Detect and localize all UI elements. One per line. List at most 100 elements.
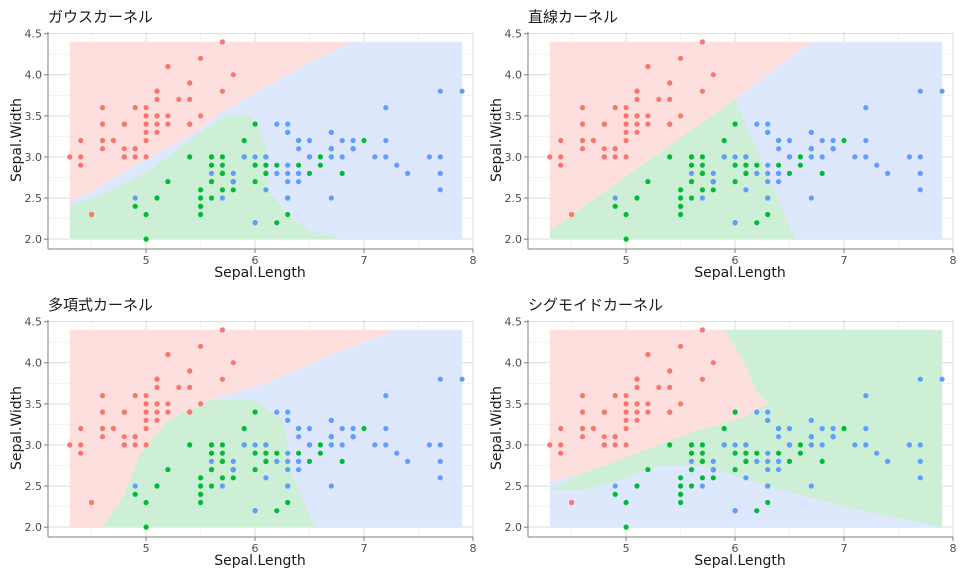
point-setosa [678,55,684,61]
point-setosa [601,121,607,127]
point-versicolor [678,475,684,481]
point-versicolor [732,179,738,185]
region-versicolor [69,115,343,240]
point-setosa [187,368,193,374]
point-setosa [623,105,629,111]
point-virginica [437,475,443,481]
point-setosa [132,442,138,448]
point-versicolor [252,162,258,168]
point-virginica [917,458,923,464]
point-setosa [667,384,673,390]
point-virginica [285,467,291,473]
point-virginica [721,154,727,160]
point-virginica [296,170,302,176]
point-setosa [612,434,618,440]
y-tick-label: 4.5 [25,316,43,329]
point-setosa [612,146,618,152]
y-tick-label: 2.0 [25,521,43,534]
point-virginica [874,450,880,456]
point-virginica [765,467,771,473]
point-versicolor [219,170,225,176]
point-setosa [132,434,138,440]
point-versicolor [732,450,738,456]
point-setosa [176,96,182,102]
point-versicolor [688,154,695,160]
x-axis-title: Sepal.Length [214,553,306,569]
point-versicolor [678,195,684,201]
x-tick-label: 7 [361,542,368,555]
point-setosa [623,401,629,407]
point-virginica [830,137,836,144]
point-virginica [710,170,716,176]
point-versicolor [743,450,749,456]
point-virginica [306,137,313,144]
point-setosa [547,154,553,160]
point-virginica [939,376,945,382]
point-virginica [765,162,771,168]
point-setosa [634,384,640,390]
point-virginica [383,442,389,448]
y-tick-label: 3.0 [25,439,43,452]
region-versicolor [549,99,795,240]
y-tick-label: 3.5 [25,110,43,123]
point-versicolor [296,162,302,168]
point-versicolor [645,467,651,473]
point-virginica [437,376,443,382]
x-tick-label: 5 [143,254,150,267]
point-virginica [285,179,291,185]
point-virginica [819,425,825,432]
point-versicolor [754,220,760,226]
x-tick-label: 8 [950,254,957,267]
point-virginica [765,458,771,464]
point-setosa [154,409,160,415]
point-setosa [99,393,106,399]
point-versicolor [230,475,236,481]
point-virginica [328,434,334,440]
point-versicolor [187,442,193,448]
point-virginica [776,458,782,464]
point-setosa [198,343,204,349]
axes: 5 6 7 8 2.0 2.5 3.0 3.5 4.0 4.5 [505,316,957,555]
point-virginica [328,146,334,152]
y-tick-label: 4.5 [25,28,43,41]
point-setosa [656,384,662,390]
panel-linear-kernel: 直線カーネル 5 6 7 8 2.0 2.5 3.0 3.5 4.0 4.5 Sepal.Leng… [489,8,957,281]
point-virginica [339,425,345,432]
point-setosa [99,434,106,440]
point-virginica [688,458,695,464]
point-setosa [99,409,106,415]
point-virginica [830,434,836,440]
point-setosa [710,72,716,78]
point-virginica [328,154,334,160]
point-versicolor [252,467,258,473]
point-setosa [198,401,204,407]
point-versicolor [678,491,684,497]
point-setosa [219,88,225,94]
point-virginica [437,458,443,464]
point-setosa [78,162,84,168]
point-setosa [579,121,586,127]
x-tick-label: 6 [252,542,259,555]
point-virginica [786,154,793,160]
region-versicolor [724,329,943,404]
point-versicolor [230,187,236,193]
point-setosa [67,154,73,160]
point-setosa [121,121,127,127]
data-points [547,327,945,530]
point-versicolor [786,458,793,464]
point-setosa [99,121,106,127]
point-setosa [634,376,640,382]
point-setosa [634,409,640,415]
point-versicolor [208,154,215,160]
point-virginica [230,179,236,185]
point-setosa [656,96,662,102]
point-virginica [296,137,302,144]
point-setosa [143,137,149,144]
point-virginica [383,425,389,432]
point-setosa [143,425,149,432]
point-versicolor [776,450,782,456]
point-setosa [187,409,193,415]
point-setosa [634,129,640,135]
point-setosa [165,409,171,415]
point-virginica [459,376,465,382]
